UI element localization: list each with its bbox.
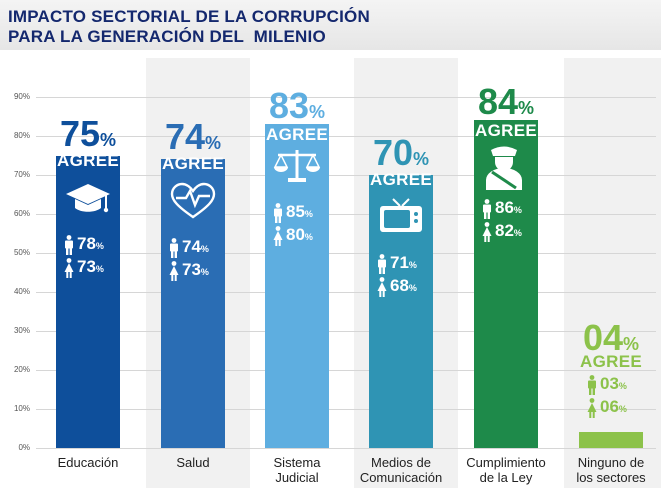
- agree-label: AGREE: [266, 125, 328, 145]
- female-value: 80%: [286, 225, 313, 245]
- male-value: 03%: [600, 374, 627, 394]
- graduation-cap-icon: [66, 183, 110, 212]
- gridline: [36, 97, 656, 98]
- male-value: 86%: [495, 198, 522, 218]
- gridline: [36, 175, 656, 176]
- gridline: [36, 370, 656, 371]
- gridline: [36, 331, 656, 332]
- agree-label: AGREE: [580, 352, 642, 372]
- category-label: Salud: [176, 455, 210, 470]
- title-band: IMPACTO SECTORIAL DE LA CORRUPCIÓN PARA …: [0, 0, 661, 50]
- bar-value-label: 70%: [372, 132, 430, 173]
- male-value: 74%: [182, 237, 209, 257]
- y-tick-label: 40%: [13, 287, 30, 296]
- category-label: Sistema Judicial: [273, 455, 321, 485]
- category-label: Educación: [57, 455, 119, 470]
- agree-label: AGREE: [370, 170, 432, 189]
- tv-icon: [380, 198, 422, 232]
- category-label: Ninguno de los sectores: [576, 455, 646, 485]
- police-officer-icon: [486, 146, 522, 191]
- gridline: [36, 214, 656, 215]
- male-value: 85%: [286, 202, 313, 222]
- male-icon: [65, 234, 73, 255]
- female-icon: [587, 398, 597, 419]
- bar-value-label: 75%: [59, 112, 117, 154]
- male-icon: [378, 254, 386, 274]
- female-value: 73%: [182, 260, 209, 280]
- female-value: 06%: [600, 397, 627, 417]
- gridline: [36, 448, 656, 449]
- y-tick-label: 30%: [13, 326, 30, 335]
- female-icon: [482, 222, 492, 243]
- y-tick-label: 10%: [13, 404, 30, 413]
- male-icon: [170, 238, 178, 259]
- y-tick-label: 0%: [18, 443, 30, 452]
- scales-icon: [273, 150, 321, 183]
- y-tick-label: 80%: [13, 131, 30, 140]
- agree-label: AGREE: [475, 121, 537, 141]
- male-value: 78%: [77, 233, 104, 253]
- bar-value-label: 84%: [477, 81, 535, 123]
- gridline: [36, 292, 656, 293]
- category-label: Medios de Comunicación: [359, 455, 443, 485]
- bar-value-label: 04%: [582, 317, 640, 359]
- y-tick-label: 50%: [13, 248, 30, 257]
- category-label: Cumplimiento de la Ley: [466, 455, 546, 485]
- gridline: [36, 253, 656, 254]
- male-icon: [588, 375, 596, 396]
- female-icon: [377, 277, 387, 297]
- heartbeat-icon: [170, 183, 216, 219]
- male-value: 71%: [390, 253, 417, 272]
- bar: [161, 159, 225, 448]
- y-tick-label: 90%: [13, 92, 30, 101]
- chart-title-line-2: PARA LA GENERACIÓN DEL MILENIO: [8, 27, 326, 46]
- bar: [579, 432, 643, 448]
- y-tick-label: 70%: [13, 170, 30, 179]
- chart-title-line-1: IMPACTO SECTORIAL DE LA CORRUPCIÓN: [8, 7, 370, 26]
- female-icon: [64, 257, 74, 278]
- agree-label: AGREE: [57, 150, 119, 170]
- female-value: 68%: [390, 276, 417, 295]
- y-tick-label: 20%: [13, 365, 30, 374]
- female-icon: [169, 261, 179, 282]
- female-value: 73%: [77, 256, 104, 276]
- gridline: [36, 136, 656, 137]
- male-icon: [274, 203, 282, 224]
- bar: [56, 155, 120, 448]
- bar-value-label: 83%: [268, 85, 326, 127]
- y-tick-label: 60%: [13, 209, 30, 218]
- bar-value-label: 74%: [164, 116, 222, 158]
- panel-background: [564, 58, 661, 488]
- female-icon: [273, 226, 283, 247]
- agree-label: AGREE: [162, 154, 224, 174]
- female-value: 82%: [495, 221, 522, 241]
- male-icon: [483, 199, 491, 220]
- gridline: [36, 409, 656, 410]
